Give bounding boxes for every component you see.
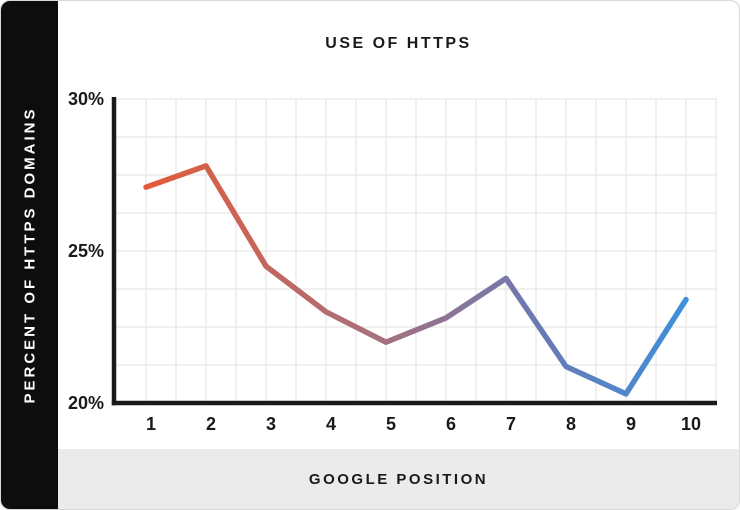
y-tick-label: 20% (68, 393, 104, 413)
x-tick-label: 1 (146, 414, 156, 434)
data-line (143, 163, 689, 397)
x-tick-label: 2 (206, 414, 216, 434)
y-tick-labels: 30% 25% 20% (68, 89, 104, 413)
grid-lines (114, 98, 717, 403)
x-tick-label: 10 (681, 414, 701, 434)
x-tick-label: 7 (506, 414, 516, 434)
y-axis-title-bar: PERCENT OF HTTPS DOMAINS (1, 1, 58, 509)
x-tick-label: 5 (386, 414, 396, 434)
chart-title: USE OF HTTPS (325, 35, 472, 52)
x-axis-title-bar: GOOGLE POSITION (58, 449, 739, 509)
x-tick-label: 9 (626, 414, 636, 434)
x-tick-label: 4 (326, 414, 336, 434)
x-tick-label: 6 (446, 414, 456, 434)
x-tick-label: 3 (266, 414, 276, 434)
x-tick-labels: 1 2 3 4 5 6 7 8 9 10 (146, 414, 701, 434)
y-tick-label: 30% (68, 89, 104, 109)
x-axis-title: GOOGLE POSITION (308, 470, 489, 488)
x-tick-label: 8 (566, 414, 576, 434)
y-tick-label: 25% (68, 241, 104, 261)
